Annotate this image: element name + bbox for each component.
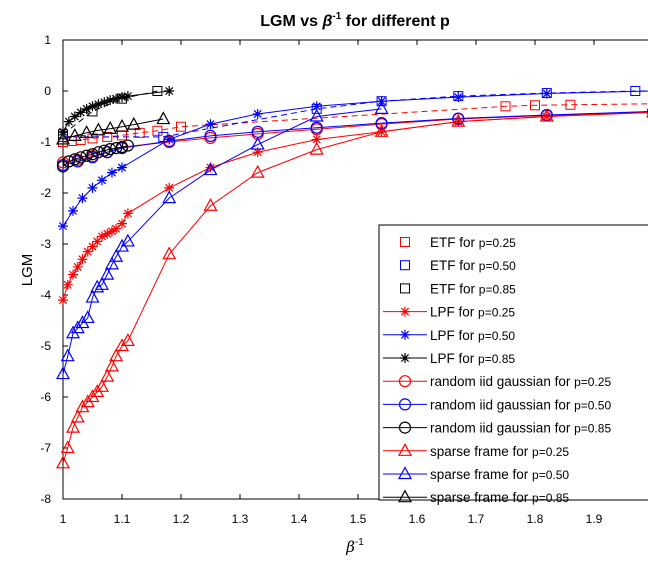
- legend-label: random iid gaussian for p=0.85: [430, 421, 611, 436]
- chart-title-beta: β: [321, 13, 332, 30]
- data-point: [58, 221, 68, 231]
- x-tick-label: 1.9: [586, 512, 603, 526]
- chart-title: LGM vs β-1 for different p: [260, 11, 450, 30]
- data-point: [206, 119, 216, 129]
- legend-label: LPF for p=0.85: [430, 351, 515, 366]
- legend-marker: [400, 353, 410, 363]
- y-tick-label: -7: [40, 441, 51, 455]
- x-tick-label: 1.7: [468, 512, 485, 526]
- data-point: [542, 89, 552, 99]
- y-tick-label: 1: [44, 33, 51, 47]
- y-axis-label: LGM: [19, 254, 36, 287]
- data-point: [453, 92, 463, 102]
- legend-label: ETF for p=0.85: [430, 281, 516, 296]
- x-axis-label-superscript: -1: [355, 537, 364, 548]
- data-point: [68, 270, 78, 280]
- chart-title-prefix: LGM vs: [260, 13, 322, 30]
- legend-label: random iid gaussian for p=0.25: [430, 374, 611, 389]
- data-point: [107, 168, 117, 178]
- data-point: [58, 295, 68, 305]
- x-tick-label: 1.3: [232, 512, 249, 526]
- chart-title-suffix: for different p: [341, 13, 450, 30]
- x-tick-label: 1: [60, 512, 67, 526]
- data-point: [73, 262, 83, 272]
- legend: ETF for p=0.25 ETF for p=0.50 ETF for p=0.…: [379, 225, 648, 505]
- data-point: [88, 183, 98, 193]
- y-tick-label: -1: [40, 135, 51, 149]
- data-point: [77, 254, 87, 264]
- data-point: [123, 91, 133, 101]
- legend-label: random iid gaussian for p=0.50: [430, 397, 611, 412]
- x-tick-label: 1.8: [527, 512, 544, 526]
- data-point: [117, 163, 127, 173]
- y-tick-label: -3: [40, 237, 51, 251]
- legend-label: LPF for p=0.50: [430, 328, 515, 343]
- legend-label: ETF for p=0.50: [430, 258, 516, 273]
- x-tick-label: 1.2: [173, 512, 190, 526]
- y-tick-label: -2: [40, 186, 51, 200]
- x-tick-label: 1.6: [409, 512, 426, 526]
- data-point: [164, 86, 174, 96]
- y-tick-label: 0: [44, 84, 51, 98]
- legend-marker: [400, 307, 410, 317]
- legend-label: ETF for p=0.25: [430, 235, 516, 250]
- x-tick-label: 1.4: [291, 512, 308, 526]
- y-tick-label: -4: [40, 288, 51, 302]
- data-point: [63, 280, 73, 290]
- x-tick-label: 1.5: [350, 512, 367, 526]
- legend-label: sparse frame for p=0.50: [430, 467, 569, 482]
- x-axis-label-beta: β: [345, 538, 355, 556]
- legend-label: LPF for p=0.25: [430, 305, 515, 320]
- y-tick-label: -8: [40, 492, 51, 506]
- legend-label: sparse frame for p=0.25: [430, 444, 569, 459]
- data-point: [97, 175, 107, 185]
- y-tick-label: -5: [40, 339, 51, 353]
- data-point: [77, 193, 87, 203]
- y-tick-label: -6: [40, 390, 51, 404]
- data-point: [123, 208, 133, 218]
- data-point: [117, 219, 127, 229]
- legend-marker: [400, 330, 410, 340]
- x-tick-label: 1.1: [114, 512, 131, 526]
- data-point: [68, 206, 78, 216]
- data-point: [253, 109, 263, 119]
- legend-label: sparse frame for p=0.85: [430, 490, 569, 505]
